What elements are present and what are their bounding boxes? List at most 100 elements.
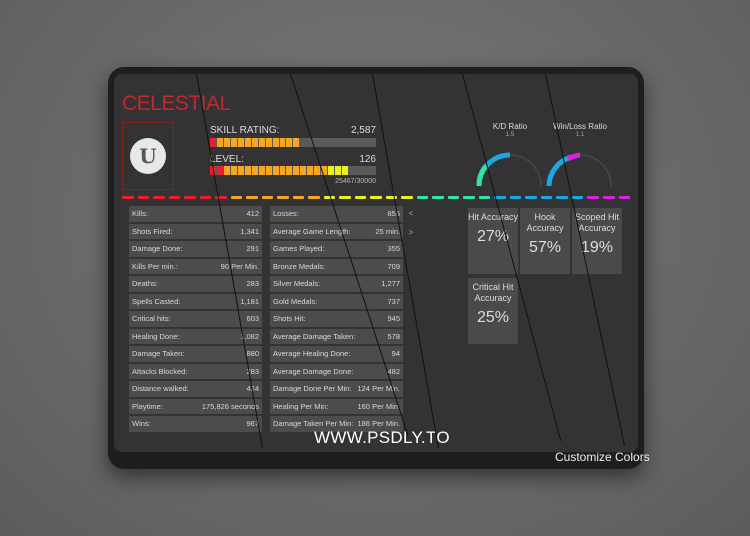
- customize-colors-button[interactable]: Customize Colors: [555, 450, 650, 464]
- divider-dash: [401, 196, 413, 199]
- stats-table-right: Losses: 855 Average Game Length: 25 min. Gam…: [270, 206, 403, 434]
- divider-dash: [525, 196, 537, 199]
- bar-segment: [279, 138, 286, 147]
- stat-value: 124 Per Min.: [357, 384, 400, 394]
- stat-value: 603: [246, 314, 259, 324]
- divider-dash: [199, 196, 212, 199]
- level-value: 126: [359, 154, 376, 165]
- bar-segment: [265, 138, 272, 147]
- stat-label: Shots Hit:: [273, 314, 306, 324]
- divider-dash: [230, 196, 243, 199]
- card-label: Hit Accuracy: [468, 212, 519, 222]
- winloss-gauge-fill-end: [566, 152, 581, 162]
- card-value: 57%: [528, 239, 562, 256]
- bar-segment: [342, 166, 349, 175]
- stat-row: Average Game Length: 25 min.: [270, 223, 403, 239]
- level-label: LEVEL:: [210, 154, 244, 165]
- stat-value: 291: [246, 244, 259, 254]
- bar-segment: [286, 166, 293, 175]
- bar-segment: [342, 138, 348, 147]
- level-progress: 25467/30000: [335, 178, 376, 185]
- card-value: 25%: [476, 309, 510, 326]
- stat-row: Average Healing Done: 94: [270, 346, 403, 362]
- stat-row: Deaths: 283: [129, 276, 262, 292]
- player-name: CELESTIAL: [122, 92, 231, 115]
- divider-dash: [137, 196, 150, 199]
- divider-dash: [540, 196, 553, 199]
- stat-value: 855: [387, 209, 400, 219]
- stats-table-left: Kills: 412 Shots Fired: 1,341 Damage Done: 29…: [129, 206, 262, 434]
- divider-dash: [587, 196, 599, 199]
- kd-label: K/D Ratio: [492, 122, 528, 131]
- bar-segment: [328, 166, 335, 175]
- winloss-value: 1.1: [575, 132, 585, 138]
- stat-value: 1,341: [240, 226, 259, 236]
- divider-dash: [556, 196, 568, 199]
- stat-row: Games Played: 355: [270, 241, 403, 257]
- bar-segment: [293, 138, 300, 147]
- bar-segment: [251, 138, 258, 147]
- bar-segment: [286, 138, 293, 147]
- divider-dash: [292, 196, 305, 199]
- divider-dash: [509, 196, 522, 199]
- stat-label: Kills Per min.:: [132, 261, 178, 271]
- stat-label: Kills:: [132, 209, 148, 219]
- stat-label: Damage Done:: [132, 244, 183, 254]
- winloss-gauge-track: [548, 154, 612, 187]
- bar-segment: [258, 166, 265, 175]
- bar-segment: [321, 166, 328, 175]
- stat-value: 160 Per Min.: [357, 401, 400, 411]
- bar-segment: [356, 166, 362, 175]
- stat-row: Spells Casted: 1,181: [129, 293, 262, 309]
- divider-dash: [354, 196, 367, 199]
- bar-segment: [244, 138, 251, 147]
- stat-label: Average Game Length:: [273, 226, 351, 236]
- bar-segment: [328, 138, 334, 147]
- stats-screen: CELESTIAL U SKILL RATING: 2,587 LEVEL: 1…: [114, 74, 638, 452]
- divider-dash: [416, 196, 429, 199]
- stat-label: Healing Per Min:: [273, 401, 329, 411]
- stat-label: Wins:: [132, 419, 151, 429]
- bar-segment: [230, 166, 237, 175]
- stat-row: Healing Done: 1,082: [129, 328, 262, 344]
- level-bar: [210, 166, 376, 175]
- stat-row: Shots Hit: 945: [270, 311, 403, 327]
- card-hook-accuracy: Hook Accuracy 57%: [520, 208, 570, 274]
- skill-label: SKILL RATING:: [210, 125, 280, 136]
- bar-segment: [335, 166, 342, 175]
- stat-label: Damage Taken Per Min:: [273, 419, 354, 429]
- stat-row: Healing Per Min: 160 Per Min.: [270, 398, 403, 414]
- divider-dash: [308, 196, 320, 199]
- stat-label: Critical hits:: [132, 314, 171, 324]
- bar-segment: [244, 166, 251, 175]
- stat-label: Silver Medals:: [273, 279, 321, 289]
- bar-segment: [265, 166, 272, 175]
- bar-segment: [293, 166, 300, 175]
- divider-dash: [463, 196, 475, 199]
- skill-bar: [210, 138, 376, 147]
- bar-segment: [370, 166, 376, 175]
- stat-value: 1,277: [381, 279, 400, 289]
- stat-value: 283: [246, 366, 259, 376]
- divider-dash: [277, 196, 289, 199]
- bar-segment: [230, 138, 237, 147]
- bar-segment: [251, 166, 258, 175]
- stat-label: Damage Taken:: [132, 349, 185, 359]
- card-label: Critical Hit Accuracy: [472, 282, 514, 303]
- next-page-button[interactable]: >: [408, 228, 414, 237]
- stat-value: 186 Per Min.: [357, 419, 400, 429]
- bar-segment: [272, 166, 279, 175]
- bar-segment: [363, 166, 369, 175]
- prev-page-button[interactable]: <: [408, 209, 414, 218]
- divider-dash: [168, 196, 181, 199]
- bar-segment: [370, 138, 376, 147]
- divider-dash: [153, 196, 165, 199]
- player-avatar: U: [122, 122, 174, 190]
- stat-label: Average Damage Taken:: [273, 331, 356, 341]
- divider-dash: [571, 196, 584, 199]
- stat-label: Average Damage Done:: [273, 366, 354, 376]
- bar-segment: [216, 166, 223, 175]
- stat-row: Critical hits: 603: [129, 311, 262, 327]
- bar-segment: [237, 138, 244, 147]
- bar-segment: [300, 166, 307, 175]
